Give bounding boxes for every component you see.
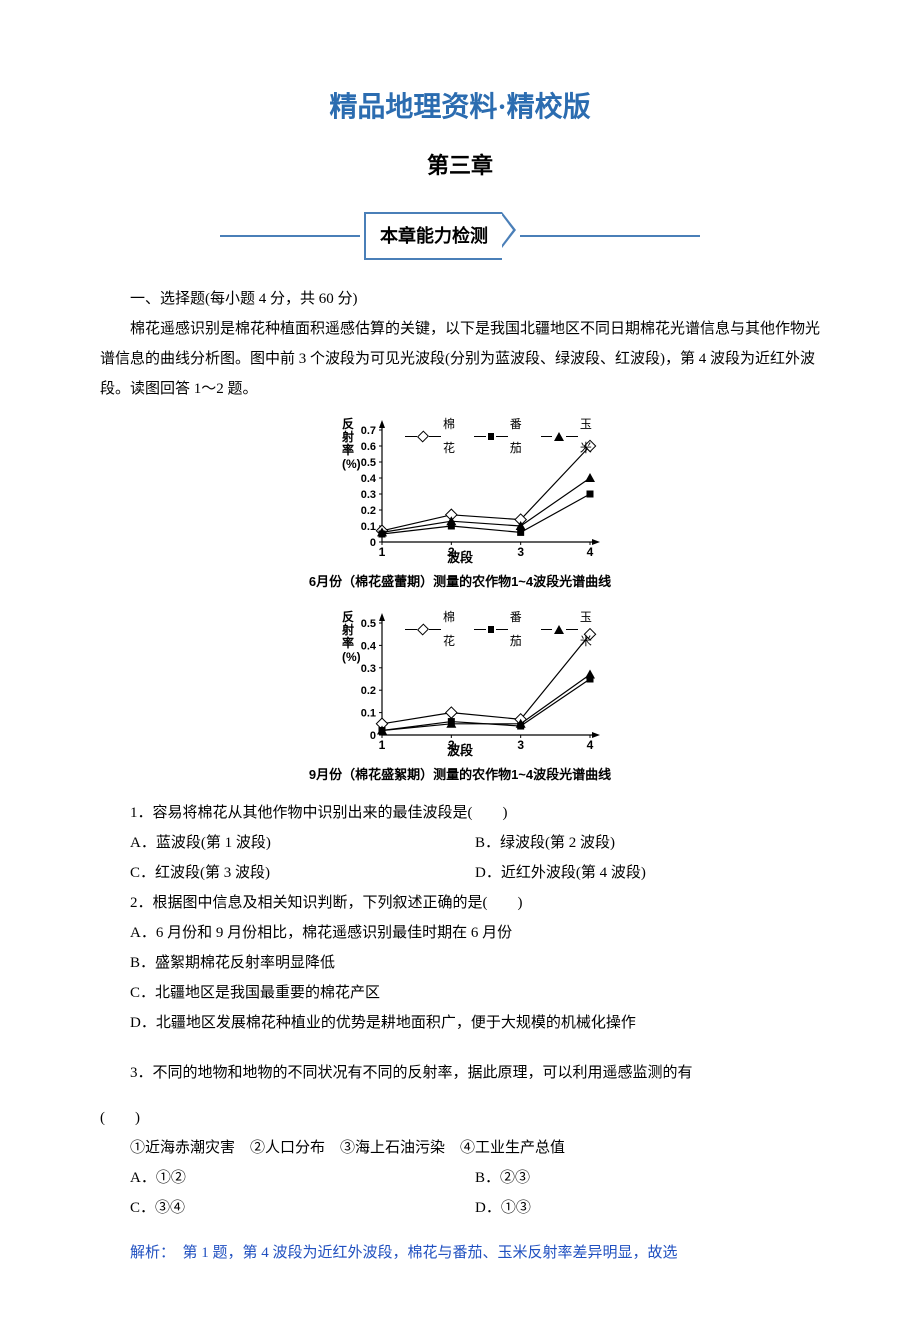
svg-text:3: 3 [517,545,524,559]
chart2-legend: 棉花 番茄 玉米 [405,605,600,653]
legend-tomato: 番茄 [510,412,531,460]
svg-text:0.7: 0.7 [361,425,376,437]
analysis: 解析： 第 1 题，第 4 波段为近红外波段，棉花与番茄、玉米反射率差异明显，故… [100,1238,820,1268]
q3-text-b: ( ) [100,1103,820,1133]
q3-opts: ①近海赤潮灾害 ②人口分布 ③海上石油污染 ④工业生产总值 [100,1133,820,1163]
svg-text:0.5: 0.5 [361,457,376,469]
svg-text:0.3: 0.3 [361,663,376,675]
badge-label: 本章能力检测 [364,212,502,260]
banner-title: 精品地理资料·精校版 [100,80,820,136]
legend-tomato: 番茄 [510,605,531,653]
svg-text:0.6: 0.6 [361,441,376,453]
charts-container: 反射率(%) 棉花 番茄 玉米 00.10.20.30.40.50.60.712… [280,412,640,788]
svg-text:1: 1 [379,738,386,752]
q1-choice-c: C．红波段(第 3 波段) [130,858,475,888]
q2-choice-b: B．盛絮期棉花反射率明显降低 [100,948,820,978]
q1-choice-b: B．绿波段(第 2 波段) [475,828,820,858]
section-badge: 本章能力检测 [100,212,820,260]
chart2-xlabel: 波段 [447,738,473,764]
q1-text: 1．容易将棉花从其他作物中识别出来的最佳波段是( ) [100,798,820,828]
svg-text:0.2: 0.2 [361,505,376,517]
chart-1: 反射率(%) 棉花 番茄 玉米 00.10.20.30.40.50.60.712… [320,412,600,567]
q3-choice-a: A．①② [130,1163,475,1193]
svg-text:4: 4 [587,545,594,559]
q1-choice-d: D．近红外波段(第 4 波段) [475,858,820,888]
q2-choice-d: D．北疆地区发展棉花种植业的优势是耕地面积广，便于大规模的机械化操作 [100,1008,820,1038]
svg-text:3: 3 [517,738,524,752]
badge-line-right [520,235,700,237]
chart1-caption: 6月份（棉花盛蕾期）测量的农作物1~4波段光谱曲线 [280,569,640,595]
legend-corn: 玉米 [580,412,600,460]
q3-choice-d: D．①③ [475,1193,820,1223]
chapter-title: 第三章 [100,144,820,188]
svg-text:0.5: 0.5 [361,618,376,630]
q3-choice-b: B．②③ [475,1163,820,1193]
svg-text:0: 0 [370,730,376,742]
svg-text:0.1: 0.1 [361,708,376,720]
part1-heading: 一、选择题(每小题 4 分，共 60 分) [100,284,820,314]
q2-choice-c: C．北疆地区是我国最重要的棉花产区 [100,978,820,1008]
analysis-label: 解析： [100,1245,168,1261]
svg-text:0.1: 0.1 [361,521,376,533]
q2-choice-a: A．6 月份和 9 月份相比，棉花遥感识别最佳时期在 6 月份 [100,918,820,948]
svg-text:1: 1 [379,545,386,559]
intro-paragraph: 棉花遥感识别是棉花种植面积遥感估算的关键，以下是我国北疆地区不同日期棉花光谱信息… [100,314,820,404]
chart-2: 反射率(%) 棉花 番茄 玉米 00.10.20.30.40.51234 波段 [320,605,600,760]
q2-text: 2．根据图中信息及相关知识判断，下列叙述正确的是( ) [100,888,820,918]
chart2-caption: 9月份（棉花盛絮期）测量的农作物1~4波段光谱曲线 [280,762,640,788]
svg-text:0.3: 0.3 [361,489,376,501]
chart2-ylabel: 反射率(%) [342,611,356,664]
badge-line-left [220,235,360,237]
chart1-legend: 棉花 番茄 玉米 [405,412,600,460]
legend-corn: 玉米 [580,605,600,653]
q3-text-a: 3．不同的地物和地物的不同状况有不同的反射率，据此原理，可以利用遥感监测的有 [100,1058,820,1088]
svg-text:0.4: 0.4 [361,473,377,485]
q3-choice-c: C．③④ [130,1193,475,1223]
analysis-text: 第 1 题，第 4 波段为近红外波段，棉花与番茄、玉米反射率差异明显，故选 [168,1245,678,1261]
chart1-xlabel: 波段 [447,545,473,571]
legend-cotton: 棉花 [443,605,464,653]
q1-choice-a: A．蓝波段(第 1 波段) [130,828,475,858]
svg-text:4: 4 [587,738,594,752]
svg-text:0.2: 0.2 [361,685,376,697]
svg-text:0.4: 0.4 [361,640,377,652]
svg-text:0: 0 [370,537,376,549]
legend-cotton: 棉花 [443,412,464,460]
chart1-ylabel: 反射率(%) [342,418,356,471]
